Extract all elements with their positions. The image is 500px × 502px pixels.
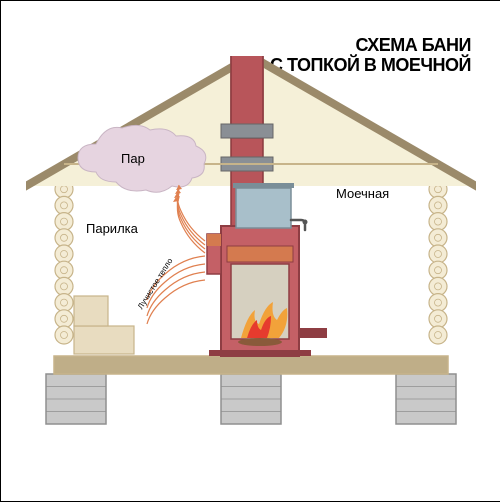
label-steam: Пар xyxy=(121,151,145,166)
label-steam-room: Парилка xyxy=(86,221,138,236)
diagram-container: СХЕМА БАНИ С ТОПКОЙ В МОЕЧНОЙ Пар Парилк… xyxy=(0,0,500,502)
label-washing-room: Моечная xyxy=(336,186,389,201)
diagram-svg xyxy=(26,56,476,446)
title-line-1: СХЕМА БАНИ xyxy=(270,36,471,56)
diagram-stage: Пар Парилка Моечная Лучистое тепло xyxy=(26,56,476,446)
